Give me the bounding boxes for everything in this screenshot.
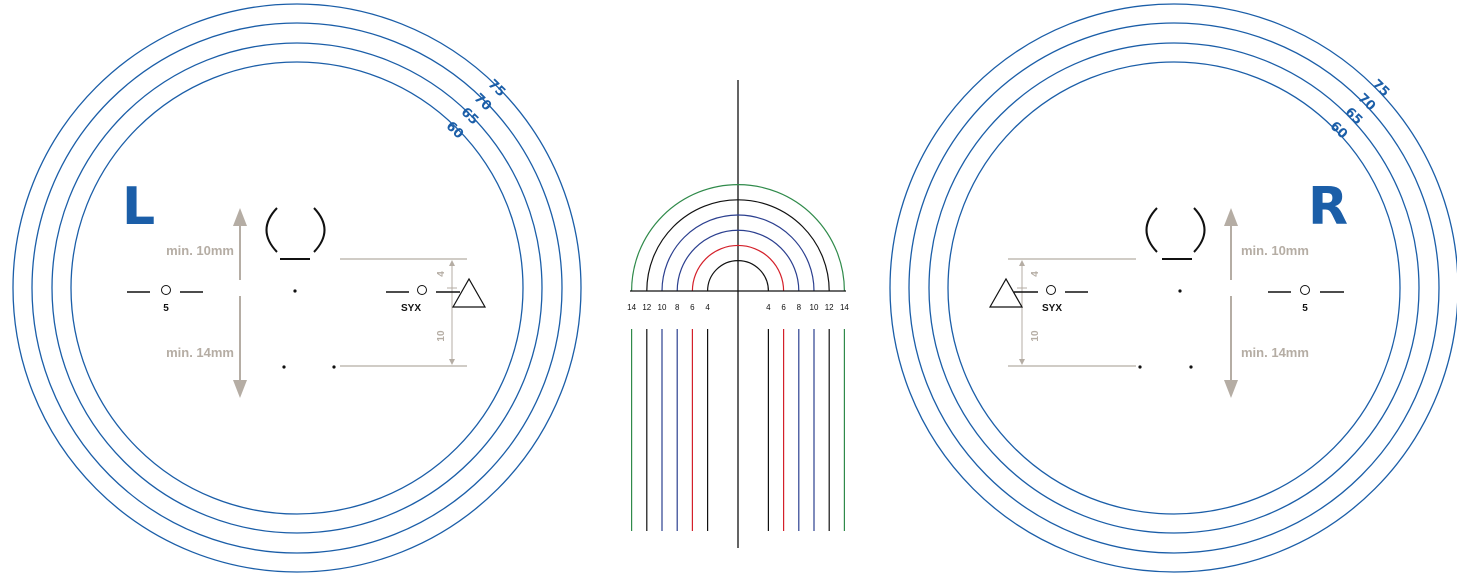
left-vertical-arrow [233, 208, 247, 398]
right-lens-template: 75 70 65 60 R min. 10mm min. 14mm 5 [889, 3, 1457, 573]
right-reference-dots [1138, 289, 1193, 369]
gauge-scale-label-right-14: 14 [840, 303, 849, 312]
left-center-marker [127, 285, 203, 295]
right-marker-label: 5 [1302, 303, 1308, 314]
gauge-scale-label-left-6: 6 [690, 303, 695, 312]
right-vertical-arrow [1224, 208, 1238, 398]
gauge-arc-14 [631, 184, 845, 292]
left-ring-70 [31, 22, 563, 554]
left-vertical-dimension [447, 260, 457, 365]
left-syx-label: SYX [401, 303, 421, 314]
right-dim-top-label: min. 10mm [1241, 243, 1309, 258]
right-syx-label: SYX [1042, 303, 1062, 314]
left-ring-75 [12, 3, 582, 573]
gauge-scale-label-right-12: 12 [825, 303, 834, 312]
right-ring-label-60: 60 [1327, 119, 1350, 142]
gauge-scale-label-left-8: 8 [675, 303, 680, 312]
gauge-scale-label-right-8: 8 [797, 303, 802, 312]
right-ring-label-65: 65 [1342, 105, 1365, 128]
left-dim-bottom-label: min. 14mm [166, 345, 234, 360]
right-size-rings [889, 3, 1457, 573]
left-side-letter: L [122, 177, 155, 237]
gauge-arc-6 [691, 244, 785, 292]
left-bridge-symbol [265, 207, 326, 260]
gauge-scale-label-left-10: 10 [658, 303, 667, 312]
gauge-scale-label-left-14: 14 [627, 303, 636, 312]
gauge-arc-12 [646, 199, 830, 292]
gauge-right-scale: 4 6 8 10 12 14 [766, 303, 849, 312]
gauge-scale-label-left-12: 12 [642, 303, 651, 312]
right-ring-70 [908, 22, 1440, 554]
left-lens-template: 75 70 65 60 L min. 10mm min. 14mm 5 [12, 3, 582, 573]
left-dim-lower-value: 10 [436, 330, 447, 342]
gauge-vertical-lines [630, 329, 846, 531]
gauge-left-scale: 14 12 10 8 6 4 [627, 303, 710, 312]
right-dim-bottom-label: min. 14mm [1241, 345, 1309, 360]
gauge-arc-8 [676, 229, 800, 292]
left-ring-labels: 75 70 65 60 [443, 77, 508, 142]
right-syx-marker [988, 277, 1088, 308]
left-dim-upper-value: 4 [436, 271, 447, 277]
gauge-scale-label-right-10: 10 [810, 303, 819, 312]
left-ring-60 [70, 61, 524, 515]
gauge-scale-label-left-4: 4 [705, 303, 710, 312]
gauge-arc-4 [707, 260, 769, 292]
right-dim-upper-value: 4 [1030, 271, 1041, 277]
gauge-arc-10 [661, 214, 815, 292]
left-size-rings [12, 3, 582, 573]
right-ring-65 [928, 42, 1420, 534]
left-syx-marker [386, 277, 487, 308]
right-center-marker [1268, 285, 1344, 295]
left-ring-65 [51, 42, 543, 534]
right-triangle-icon [988, 277, 1024, 308]
right-ring-75 [889, 3, 1457, 573]
center-gauge: 14 12 10 8 6 4 4 6 8 10 12 14 [627, 80, 849, 548]
left-reference-lines [340, 258, 467, 367]
right-ring-labels: 75 70 65 60 [1327, 77, 1392, 142]
left-ring-label-65: 65 [458, 105, 481, 128]
gauge-scale-label-right-4: 4 [766, 303, 771, 312]
left-ring-label-60: 60 [443, 119, 466, 142]
right-ring-60 [947, 61, 1401, 515]
left-triangle-icon [451, 277, 487, 308]
left-dim-top-label: min. 10mm [166, 243, 234, 258]
gauge-arcs [631, 184, 845, 292]
right-dim-lower-value: 10 [1030, 330, 1041, 342]
left-marker-label: 5 [163, 303, 169, 314]
right-reference-lines [1008, 258, 1136, 367]
left-reference-dots [282, 289, 336, 369]
gauge-scale-label-right-6: 6 [781, 303, 786, 312]
right-vertical-dimension [1017, 260, 1027, 365]
right-bridge-symbol [1145, 207, 1206, 260]
right-side-letter: R [1308, 177, 1348, 237]
